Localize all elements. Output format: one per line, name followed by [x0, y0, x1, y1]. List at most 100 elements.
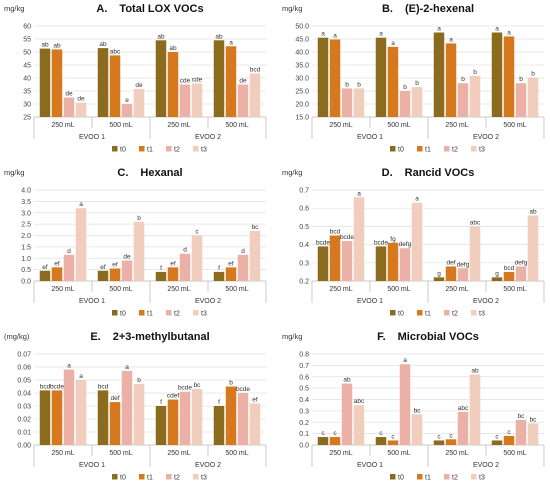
- significance-letter: bc: [414, 407, 422, 414]
- significance-letter: a: [321, 31, 325, 38]
- legend-swatch: [166, 146, 172, 152]
- bar-t0: [39, 270, 51, 281]
- significance-letter: c: [379, 430, 383, 437]
- legend-label: t0: [120, 311, 126, 318]
- y-tick-label: 0.2: [299, 420, 309, 427]
- significance-letter: a: [125, 364, 129, 371]
- significance-letter: ef: [100, 264, 106, 271]
- y-tick-label: 4.0: [21, 188, 31, 195]
- significance-letter: ab: [215, 33, 223, 40]
- bar-t0: [39, 390, 51, 445]
- group-label: 250 mL: [51, 450, 74, 457]
- significance-letter: def: [446, 259, 455, 266]
- y-tick-label: 0.0: [21, 279, 31, 286]
- significance-letter: b: [519, 76, 523, 83]
- bar-t2: [121, 370, 133, 445]
- legend-label: t0: [398, 475, 404, 482]
- bar-t2: [121, 104, 133, 117]
- significance-letter: a: [79, 373, 83, 380]
- oil-label: EVOO 2: [473, 462, 499, 469]
- unit-label: mg/kg: [282, 332, 302, 341]
- oil-label: EVOO 1: [79, 462, 105, 469]
- oil-label: EVOO 2: [473, 134, 499, 141]
- bar-t2: [399, 91, 411, 117]
- bar-t0: [375, 437, 387, 445]
- bar-t0: [317, 37, 329, 118]
- bar-t0: [491, 440, 503, 445]
- legend-label: t1: [147, 475, 153, 482]
- y-tick-label: 35: [23, 89, 31, 96]
- significance-letter: de: [123, 254, 131, 261]
- y-tick-label: 0.7: [299, 188, 309, 195]
- legend-label: t2: [452, 147, 458, 154]
- y-tick-label: 0.07: [17, 352, 31, 359]
- significance-letter: a: [79, 201, 83, 208]
- group-label: 250 mL: [329, 122, 352, 129]
- bar-t2: [179, 253, 191, 281]
- significance-letter: de: [77, 96, 85, 103]
- y-tick-label: 50: [23, 50, 31, 57]
- bar-t1: [225, 46, 237, 117]
- chart-panel-methylbutanal: (mg/kg) E. 2+3-methylbutanal 0.00 0.01 0.02 0.…: [0, 328, 272, 495]
- chart-svg: (mg/kg) E. 2+3-methylbutanal 0.00 0.01 0.02 0.…: [4, 331, 267, 482]
- bar-t1: [445, 266, 457, 281]
- bar-t0: [97, 270, 109, 281]
- significance-letter: bc: [252, 224, 260, 231]
- y-tick-label: 3.0: [21, 210, 31, 217]
- oil-label: EVOO 2: [473, 298, 499, 305]
- y-tick-label: 3.5: [21, 199, 31, 206]
- bar-t1: [503, 435, 515, 445]
- significance-letter: bcde: [316, 239, 330, 246]
- chart-svg: mg/kg D. Rancid VOCs 0.2 0.3 0.4 0.5 0.6 0.7 bcde…: [282, 167, 545, 318]
- group-label: 500 mL: [225, 286, 248, 293]
- panel-letter: E.: [90, 331, 100, 343]
- legend-label: t1: [425, 475, 431, 482]
- oil-label: EVOO 1: [79, 134, 105, 141]
- bar-t1: [167, 267, 179, 281]
- significance-letter: b: [137, 377, 141, 384]
- oil-label: EVOO 1: [357, 134, 383, 141]
- bar-t3: [411, 414, 423, 445]
- y-tick-label: 25.0: [295, 89, 309, 96]
- legend-swatch: [417, 146, 423, 152]
- bar-t1: [503, 36, 515, 117]
- bar-t2: [121, 260, 133, 281]
- significance-letter: abc: [470, 219, 481, 226]
- bar-t3: [527, 215, 539, 281]
- legend-swatch: [193, 146, 199, 152]
- panel-letter: C.: [117, 167, 128, 179]
- significance-letter: abc: [110, 48, 121, 55]
- y-tick-label: 0.5: [21, 267, 31, 274]
- significance-letter: b: [229, 380, 233, 387]
- bar-t2: [457, 83, 469, 117]
- bar-t0: [375, 37, 387, 118]
- chart-svg: mg/kg C. Hexanal 0.0 0.5 1.0 1.5 2.0 2.5 3.0 3.5 4.…: [4, 167, 267, 318]
- bar-t0: [97, 48, 109, 117]
- significance-letter: a: [333, 33, 337, 40]
- legend-swatch: [444, 474, 450, 480]
- panel-letter: A.: [96, 3, 107, 15]
- significance-letter: abc: [458, 405, 469, 412]
- significance-letter: c: [321, 430, 325, 437]
- y-tick-label: 55: [23, 37, 31, 44]
- significance-letter: ef: [112, 261, 118, 268]
- bar-t1: [387, 440, 399, 445]
- legend-swatch: [471, 146, 477, 152]
- bar-t1: [225, 386, 237, 445]
- significance-letter: c: [507, 429, 511, 436]
- bar-t0: [491, 277, 503, 281]
- legend-swatch: [139, 474, 145, 480]
- bar-t1: [387, 46, 399, 117]
- group-label: 500 mL: [225, 122, 248, 129]
- legend-swatch: [390, 310, 396, 316]
- legend-swatch: [139, 146, 145, 152]
- bar-t2: [457, 412, 469, 445]
- y-tick-label: 0.4: [299, 397, 309, 404]
- significance-letter: c: [495, 433, 499, 440]
- legend-label: t2: [452, 475, 458, 482]
- significance-letter: bcde: [374, 239, 388, 246]
- panel-letter: D.: [382, 167, 393, 179]
- y-tick-label: 45.0: [295, 37, 309, 44]
- group-label: 500 mL: [503, 450, 526, 457]
- y-tick-label: 0.5: [299, 386, 309, 393]
